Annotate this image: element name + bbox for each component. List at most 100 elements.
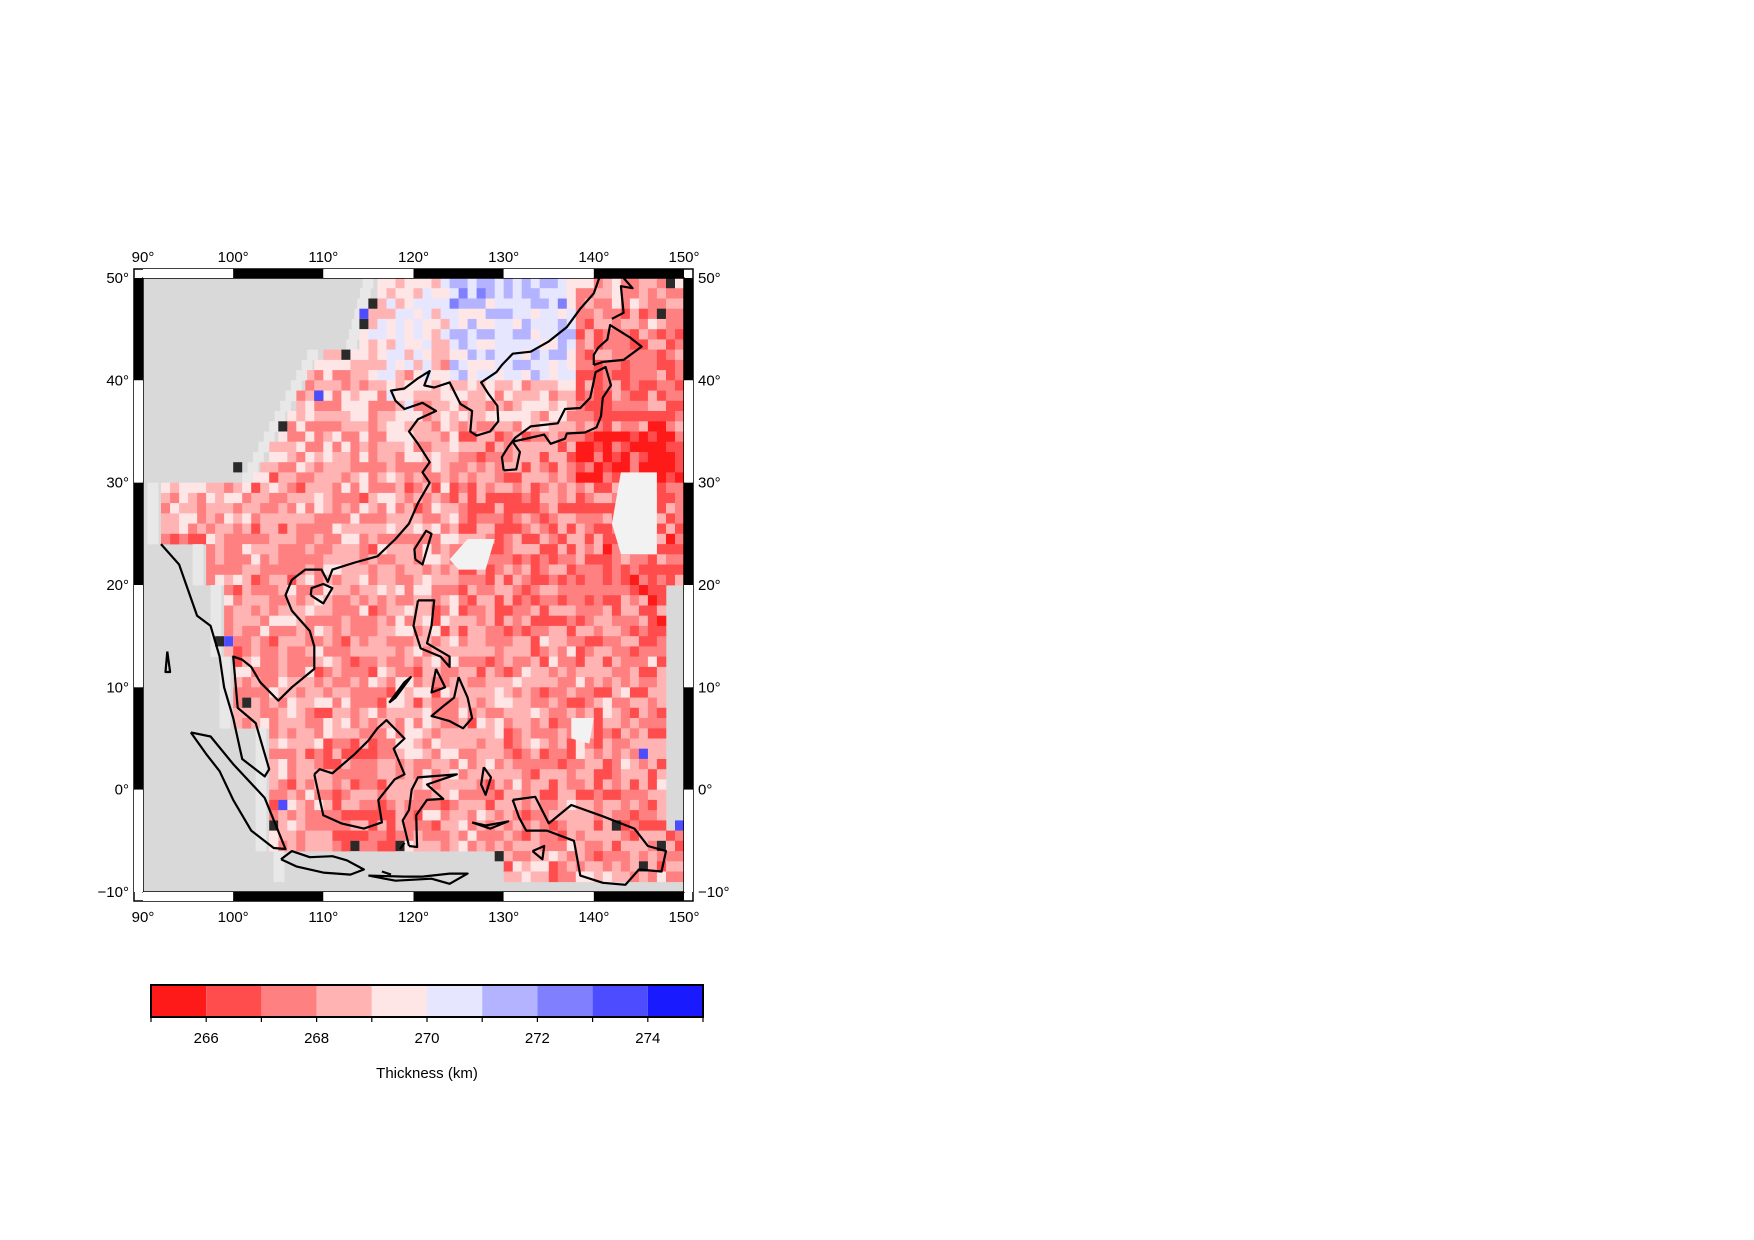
grid-cell (386, 400, 396, 412)
grid-cell (332, 769, 342, 780)
grid-cell (440, 308, 450, 320)
grid-cell (521, 278, 532, 289)
grid-cell (251, 554, 261, 565)
frame-segment (134, 585, 143, 688)
grid-cell (458, 411, 468, 422)
grid-cell (395, 503, 405, 514)
grid-cell (422, 523, 432, 535)
grid-cell (530, 585, 541, 596)
grid-cell (368, 492, 378, 504)
grid-cell (602, 349, 613, 361)
grid-cell (494, 585, 505, 596)
grid-cell (575, 544, 586, 555)
grid-cell (458, 799, 468, 811)
grid-cell (296, 441, 306, 453)
grid-cell (368, 380, 378, 391)
grid-cell (431, 544, 441, 555)
grid-cell (638, 728, 649, 739)
grid-cell (530, 298, 541, 310)
grid-cell (611, 636, 622, 647)
grid-cell (278, 666, 288, 678)
grid-cell (512, 820, 523, 831)
grid-cell (521, 411, 532, 422)
grid-cell (449, 400, 459, 412)
grid-cell (404, 400, 414, 412)
grid-cell (620, 380, 631, 391)
grid-cell (359, 707, 369, 719)
grid-cell (440, 779, 450, 790)
grid-cell (647, 564, 658, 576)
grid-cell (251, 697, 261, 709)
grid-cell (675, 544, 684, 555)
grid-cell (566, 564, 577, 576)
grid-cell (287, 687, 297, 698)
grid-cell (287, 769, 297, 780)
grid-cell (539, 533, 550, 545)
grid-cell (656, 359, 667, 371)
grid-cell (575, 533, 586, 545)
grid-cell (557, 666, 568, 678)
grid-cell (440, 462, 450, 473)
grid-cell (296, 533, 306, 545)
grid-cell (539, 851, 550, 862)
grid-cell (530, 820, 541, 831)
grid-cell (584, 554, 595, 565)
grid-cell (305, 452, 315, 463)
grid-cell (305, 728, 315, 739)
grid-cell (395, 513, 405, 524)
grid-cell (368, 462, 378, 473)
grid-cell (494, 830, 505, 842)
grid-cell (557, 492, 568, 504)
grid-cell (350, 677, 360, 688)
grid-cell (377, 799, 387, 811)
grid-cell (593, 318, 604, 330)
grid-cell (296, 421, 306, 432)
grid-cell (557, 298, 568, 310)
grid-cell (539, 625, 550, 637)
grid-cell (314, 810, 324, 821)
grid-cell (485, 810, 495, 821)
grid-cell (620, 656, 631, 668)
grid-cell (368, 646, 378, 657)
grid-cell (530, 380, 541, 391)
coastline (471, 820, 510, 830)
grid-cell (386, 339, 396, 350)
grid-cell (251, 472, 261, 483)
grid-cell (161, 482, 171, 494)
grid-cell (368, 452, 378, 463)
grid-cell (638, 625, 649, 637)
grid-cell (287, 666, 297, 678)
frame-segment (413, 892, 504, 901)
grid-cell (359, 636, 369, 647)
lon-tick-label-top: 110° (308, 249, 338, 266)
grid-cell (539, 820, 550, 831)
grid-cell (530, 636, 541, 647)
grid-cell (539, 728, 550, 739)
grid-cell (440, 687, 450, 698)
grid-cell (314, 687, 324, 698)
grid-cell (467, 513, 477, 524)
grid-cell (314, 779, 324, 790)
grid-cell (395, 523, 405, 535)
grid-cell (395, 615, 405, 627)
grid-cell (161, 533, 171, 545)
grid-cell (278, 482, 288, 494)
grid-cell (566, 503, 577, 514)
grid-cell (539, 452, 550, 463)
grid-cell (620, 840, 631, 852)
grid-edge-cell (219, 666, 231, 678)
grid-cell (575, 421, 586, 432)
grid-cell (386, 820, 396, 831)
grid-cell (359, 513, 369, 524)
grid-cell (377, 697, 387, 709)
grid-cell (269, 697, 279, 709)
grid-cell (305, 769, 315, 780)
grid-cell (413, 390, 423, 402)
grid-cell (395, 380, 405, 391)
grid-cell (593, 370, 604, 381)
grid-cell (377, 810, 387, 821)
grid-cell (260, 482, 270, 494)
grid-cell (278, 585, 288, 596)
grid-cell (620, 318, 631, 330)
grid-cell (620, 677, 631, 688)
